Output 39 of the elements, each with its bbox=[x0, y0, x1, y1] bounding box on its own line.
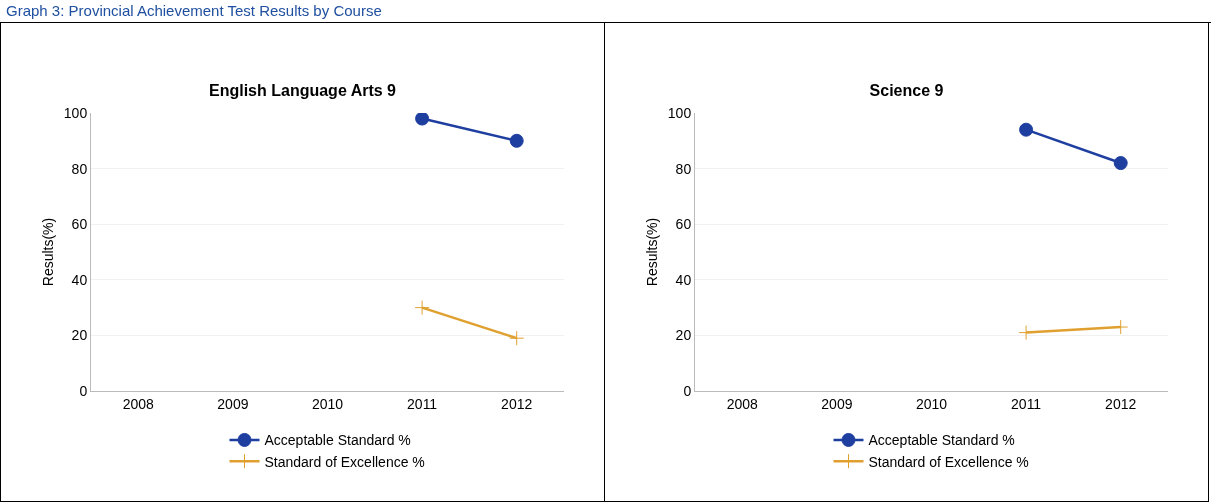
y-tick-label: 0 bbox=[79, 382, 88, 399]
y-axis-title: Results(%) bbox=[644, 217, 660, 287]
point bbox=[1018, 325, 1034, 341]
y-tick-label: 0 bbox=[683, 382, 692, 399]
legend-label: Standard of Excellence % bbox=[868, 453, 1029, 470]
point bbox=[1113, 319, 1129, 335]
chart-title: Science 9 bbox=[869, 82, 944, 100]
y-tick-label: 40 bbox=[675, 271, 692, 288]
x-tick-label: 2012 bbox=[1105, 395, 1137, 412]
legend-label: Acceptable Standard % bbox=[264, 432, 411, 449]
caption: Graph 3: Provincial Achievement Test Results by Course bbox=[6, 2, 382, 19]
y-tick-label: 20 bbox=[675, 327, 692, 344]
y-tick-label: 20 bbox=[71, 327, 88, 344]
legend-label: Standard of Excellence % bbox=[264, 453, 425, 470]
y-tick-label: 60 bbox=[71, 216, 88, 233]
x-tick-label: 2009 bbox=[821, 395, 853, 412]
y-tick-label: 40 bbox=[71, 271, 88, 288]
point bbox=[414, 300, 430, 316]
chart-title: English Language Arts 9 bbox=[209, 82, 397, 100]
legend-label: Acceptable Standard % bbox=[868, 432, 1015, 449]
x-tick-label: 2009 bbox=[217, 395, 249, 412]
x-tick-label: 2011 bbox=[407, 395, 438, 412]
y-tick-label: 60 bbox=[675, 216, 692, 233]
x-tick-label: 2011 bbox=[1011, 395, 1042, 412]
y-tick-label: 100 bbox=[667, 104, 692, 121]
point bbox=[509, 330, 525, 346]
x-tick-label: 2008 bbox=[122, 395, 155, 412]
x-tick-label: 2008 bbox=[726, 395, 759, 412]
y-tick-label: 100 bbox=[63, 104, 88, 121]
x-tick-label: 2012 bbox=[501, 395, 533, 412]
y-axis-title: Results(%) bbox=[40, 217, 56, 287]
y-tick-label: 80 bbox=[71, 160, 88, 177]
x-tick-label: 2010 bbox=[311, 395, 344, 412]
point bbox=[1113, 156, 1128, 171]
point bbox=[1019, 122, 1034, 137]
y-tick-label: 80 bbox=[675, 160, 692, 177]
point bbox=[415, 113, 430, 126]
x-tick-label: 2010 bbox=[915, 395, 948, 412]
point bbox=[509, 133, 524, 148]
